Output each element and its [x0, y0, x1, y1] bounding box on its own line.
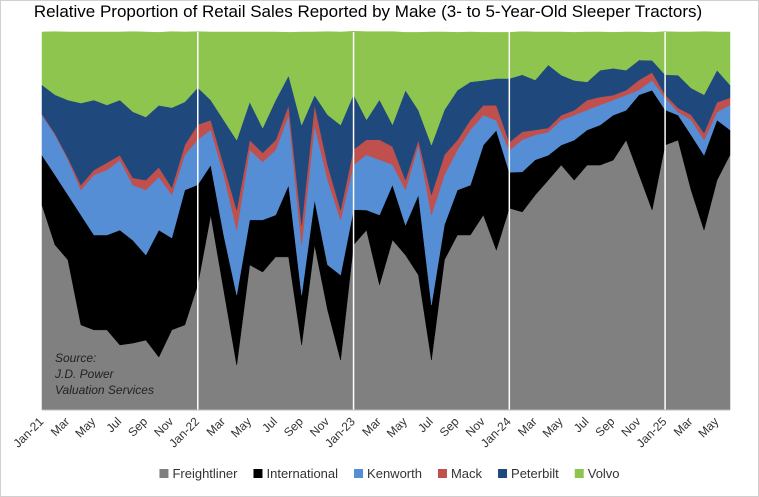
source-note: Source: [55, 351, 96, 365]
legend-label: Peterbilt [511, 466, 559, 481]
legend-swatch [574, 469, 584, 478]
legend-label: International [266, 466, 338, 481]
legend-swatch [354, 469, 364, 478]
legend-label: Kenworth [367, 466, 422, 481]
chart-title: Relative Proportion of Retail Sales Repo… [34, 2, 702, 21]
source-note: J.D. Power [54, 367, 115, 381]
legend-label: Volvo [588, 466, 620, 481]
legend-swatch [253, 469, 263, 478]
legend-label: Mack [451, 466, 483, 481]
legend: Freightliner International Kenworth Mack Pet… [159, 466, 620, 481]
legend-swatch [159, 469, 169, 478]
legend-label: Freightliner [172, 466, 238, 481]
source-note: Valuation Services [55, 383, 154, 397]
legend-swatch [498, 469, 508, 478]
legend-swatch [437, 469, 447, 478]
area [41, 30, 731, 146]
